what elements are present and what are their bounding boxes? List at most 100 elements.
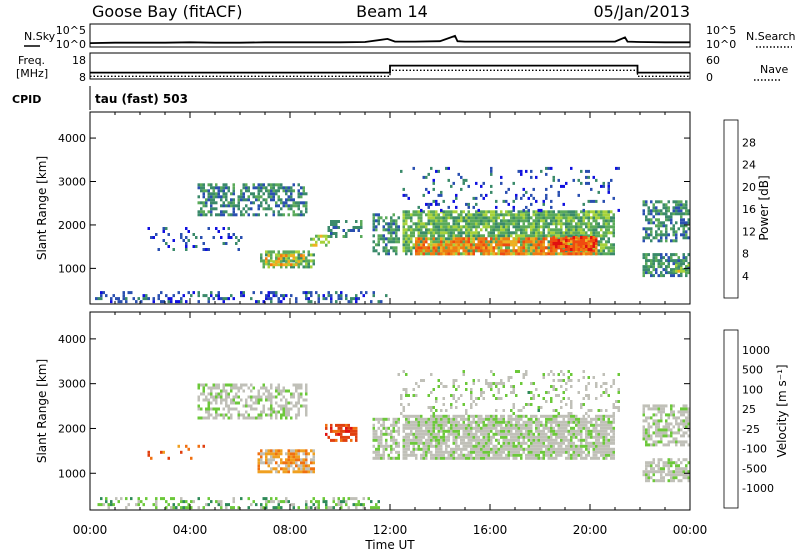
heatmap-cell bbox=[167, 503, 170, 507]
heatmap-cell bbox=[402, 456, 405, 460]
heatmap-cell bbox=[247, 413, 250, 417]
heatmap-cell bbox=[237, 239, 240, 242]
heatmap-cell bbox=[657, 425, 660, 429]
heatmap-cell bbox=[490, 382, 493, 385]
heatmap-cell bbox=[472, 252, 475, 256]
heatmap-cell bbox=[480, 429, 483, 433]
heatmap-cell bbox=[295, 455, 298, 459]
heatmap-cell bbox=[497, 231, 500, 235]
heatmap-cell bbox=[352, 503, 355, 507]
heatmap-cell bbox=[485, 456, 488, 460]
heatmap-cell bbox=[217, 291, 220, 295]
heatmap-cell bbox=[590, 456, 593, 460]
heatmap-cell bbox=[400, 169, 403, 173]
heatmap-cell bbox=[605, 231, 608, 235]
heatmap-cell bbox=[220, 503, 223, 507]
heatmap-cell bbox=[670, 431, 673, 435]
heatmap-cell bbox=[547, 391, 550, 394]
heatmap-cell bbox=[220, 189, 223, 193]
heatmap-cell bbox=[597, 231, 600, 235]
heatmap-cell bbox=[225, 506, 228, 510]
heatmap-cell bbox=[530, 246, 533, 250]
heatmap-cell bbox=[680, 443, 683, 447]
heatmap-cell bbox=[545, 216, 548, 220]
heatmap-cell bbox=[602, 426, 605, 430]
heatmap-cell bbox=[250, 503, 253, 507]
heatmap-cell bbox=[430, 202, 433, 206]
heatmap-cell bbox=[660, 479, 663, 483]
heatmap-cell bbox=[542, 240, 545, 244]
heatmap-cell bbox=[412, 222, 415, 226]
heatmap-cell bbox=[612, 225, 615, 229]
heatmap-cell bbox=[257, 213, 260, 217]
heatmap-cell bbox=[545, 166, 548, 170]
heatmap-cell bbox=[447, 444, 450, 448]
heatmap-cell bbox=[600, 246, 603, 250]
heatmap-cell bbox=[450, 231, 453, 235]
heatmap-cell bbox=[317, 234, 320, 238]
heatmap-cell bbox=[260, 183, 263, 187]
heatmap-cell bbox=[457, 397, 460, 400]
heatmap-cell bbox=[567, 213, 570, 217]
heatmap-cell bbox=[667, 440, 670, 444]
heatmap-cell bbox=[680, 428, 683, 432]
heatmap-cell bbox=[412, 444, 415, 448]
heatmap-cell bbox=[305, 404, 308, 408]
heatmap-cell bbox=[472, 435, 475, 439]
heatmap-cell bbox=[180, 497, 183, 501]
heatmap-cell bbox=[450, 450, 453, 454]
heatmap-cell bbox=[675, 266, 678, 270]
heatmap-cell bbox=[220, 198, 223, 202]
heatmap-cell bbox=[592, 213, 595, 217]
heatmap-cell bbox=[380, 216, 383, 220]
heatmap-cell bbox=[562, 420, 565, 424]
heatmap-cell bbox=[192, 291, 195, 295]
heatmap-cell bbox=[380, 456, 383, 460]
heatmap-cell bbox=[430, 231, 433, 235]
heatmap-cell bbox=[467, 426, 470, 430]
heatmap-cell bbox=[660, 467, 663, 471]
heatmap-cell bbox=[602, 423, 605, 427]
heatmap-cell bbox=[402, 409, 405, 412]
heatmap-cell bbox=[557, 210, 560, 214]
heatmap-cell bbox=[587, 429, 590, 433]
heatmap-cell bbox=[557, 178, 560, 182]
heatmap-cell bbox=[305, 398, 308, 402]
heatmap-cell bbox=[507, 222, 510, 226]
heatmap-cell bbox=[547, 429, 550, 433]
heatmap-cell bbox=[292, 265, 295, 269]
colorbar-frame bbox=[723, 119, 739, 299]
heatmap-cell bbox=[247, 506, 250, 510]
heatmap-cell bbox=[485, 252, 488, 256]
heatmap-cell bbox=[197, 404, 200, 408]
heatmap-cell bbox=[560, 429, 563, 433]
heatmap-cell bbox=[267, 265, 270, 269]
heatmap-cell bbox=[520, 172, 523, 176]
heatmap-cell bbox=[535, 414, 538, 418]
heatmap-cell bbox=[165, 506, 168, 510]
heatmap-cell bbox=[567, 225, 570, 229]
heatmap-cell bbox=[520, 441, 523, 445]
heatmap-cell bbox=[172, 506, 175, 510]
heatmap-cell bbox=[272, 452, 275, 456]
heatmap-cell bbox=[220, 395, 223, 399]
heatmap-cell bbox=[562, 231, 565, 235]
heatmap-cell bbox=[465, 222, 468, 226]
heatmap-cell bbox=[200, 392, 203, 396]
heatmap-cell bbox=[550, 249, 553, 253]
heatmap-cell bbox=[502, 237, 505, 241]
heatmap-cell bbox=[642, 473, 645, 477]
heatmap-cell bbox=[380, 441, 383, 445]
heatmap-cell bbox=[490, 420, 493, 424]
heatmap-cell bbox=[545, 222, 548, 226]
heatmap-cell bbox=[520, 453, 523, 457]
heatmap-cell bbox=[650, 467, 653, 471]
heatmap-cell bbox=[335, 432, 338, 436]
heatmap-cell bbox=[240, 294, 243, 298]
heatmap-cell bbox=[430, 234, 433, 238]
heatmap-cell bbox=[217, 297, 220, 301]
heatmap-cell bbox=[687, 209, 690, 213]
heatmap-cell bbox=[250, 297, 253, 301]
heatmap-cell bbox=[305, 262, 308, 266]
heatmap-cell bbox=[282, 254, 285, 258]
